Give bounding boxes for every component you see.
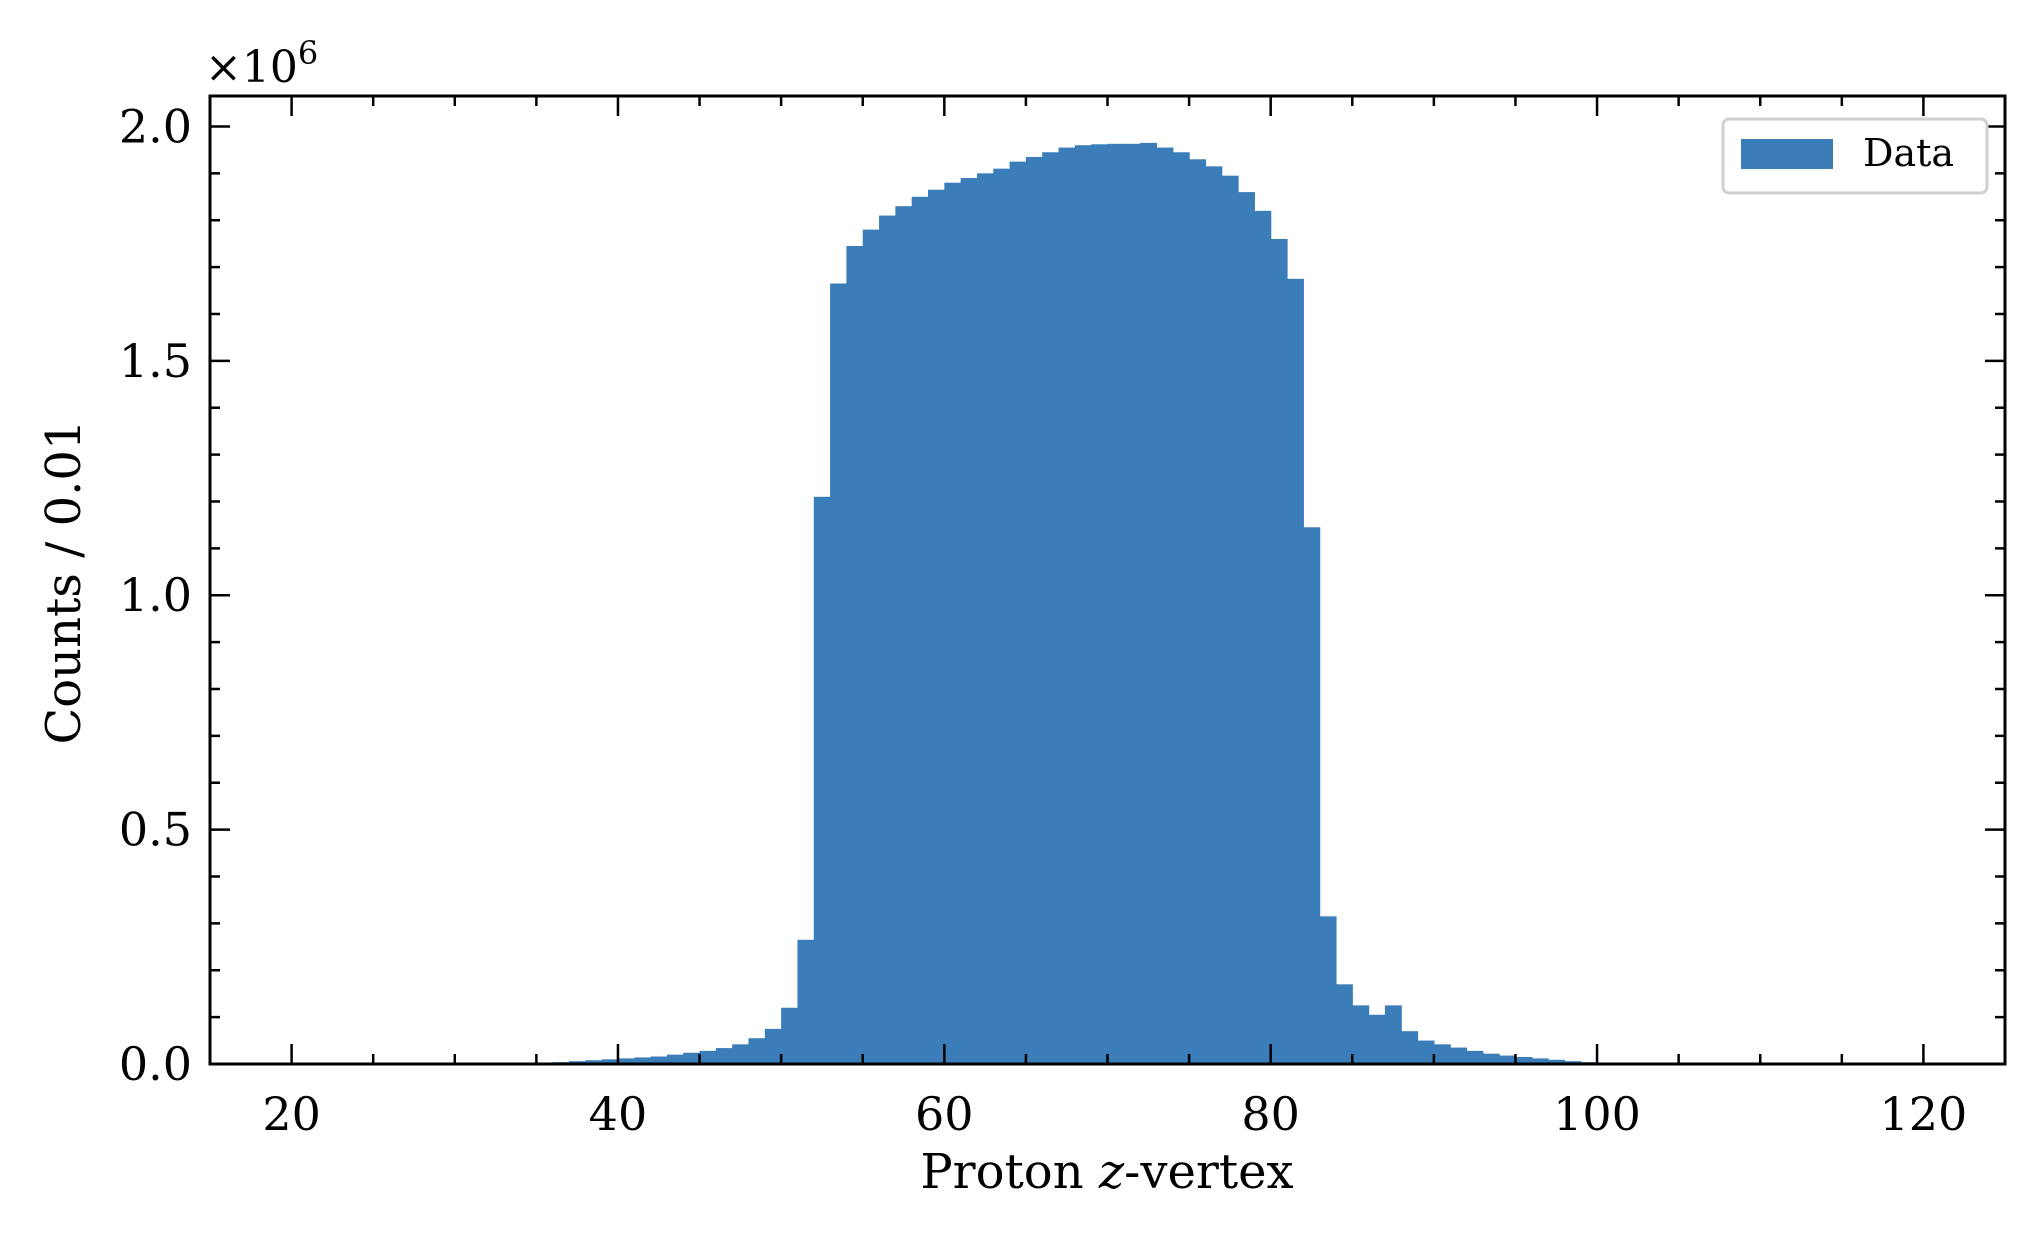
histogram-bar [1303, 527, 1321, 1064]
histogram-bar [1401, 1031, 1419, 1064]
histogram-bar [1221, 175, 1239, 1065]
y-tick-labels: 0.0 0.5 1.0 1.5 2.0 [119, 99, 192, 1091]
histogram-bar [1499, 1055, 1517, 1064]
histogram-bar [1433, 1044, 1451, 1064]
histogram-bar [1107, 143, 1125, 1065]
histogram-bar [1531, 1058, 1549, 1064]
histogram-bar [1205, 166, 1223, 1065]
histogram-bar [928, 189, 945, 1064]
y-tick-label: 1.5 [119, 334, 192, 388]
histogram-bar [650, 1056, 668, 1064]
histogram-bar [1189, 159, 1207, 1064]
histogram-bar [1482, 1053, 1500, 1064]
y-tick-label: 0.5 [119, 803, 192, 857]
histogram-bar [1156, 147, 1174, 1065]
histogram-bar [895, 206, 913, 1065]
y-axis-multiplier-exponent: 6 [298, 34, 318, 72]
histogram-bar [846, 246, 864, 1065]
histogram-bar [1548, 1059, 1566, 1064]
histogram-bar [813, 496, 831, 1064]
histogram-bar [960, 178, 978, 1064]
histogram-bar [797, 939, 815, 1064]
y-tick-label: 2.0 [119, 99, 192, 153]
histogram-bar [715, 1048, 733, 1064]
y-axis-multiplier-base: ×10 [205, 42, 298, 93]
x-axis-label: Proton z-vertex [920, 1144, 1293, 1200]
histogram-bar [601, 1059, 619, 1064]
histogram-bar [585, 1060, 603, 1064]
histogram-bar [1352, 1005, 1370, 1064]
x-tick-labels: 20 40 60 80 100 120 [262, 1087, 1967, 1141]
x-tick-label: 100 [1553, 1087, 1641, 1141]
x-tick-label: 80 [1241, 1087, 1300, 1141]
histogram-bar [1074, 145, 1092, 1064]
histogram-bar [879, 215, 896, 1065]
x-axis-label-variable: z [1098, 1144, 1125, 1200]
y-tick-label: 0.0 [119, 1037, 192, 1091]
histogram-bar [634, 1057, 652, 1064]
y-axis-multiplier: ×106 [205, 34, 318, 93]
histogram-bars [503, 142, 1647, 1065]
histogram-bar [1042, 152, 1060, 1064]
axis-ticks [208, 96, 2007, 1066]
histogram-bar [1172, 152, 1190, 1064]
y-axis-label: Counts / 0.01 [36, 420, 92, 745]
histogram-bar [1123, 143, 1141, 1065]
y-tick-label: 1.0 [119, 568, 192, 622]
histogram-bar [748, 1038, 766, 1064]
histogram-bar [1140, 142, 1158, 1064]
histogram-bar [781, 1007, 799, 1064]
histogram-bar [1238, 192, 1255, 1064]
histogram-bar [699, 1050, 717, 1064]
histogram-bar [1417, 1040, 1435, 1064]
x-axis-label-prefix: Proton [920, 1144, 1083, 1200]
legend-box [1721, 117, 1989, 195]
histogram-bar [1319, 916, 1337, 1064]
plot-frame [208, 94, 2007, 1066]
legend-swatch [1741, 139, 1833, 169]
histogram-bar [1270, 238, 1288, 1064]
histogram-bar [1254, 210, 1272, 1064]
histogram-bar [1058, 147, 1076, 1065]
histogram-bar [1450, 1047, 1468, 1064]
legend: Data [1721, 117, 1989, 195]
histogram-bar [1025, 156, 1043, 1065]
x-tick-label: 40 [589, 1087, 648, 1141]
histogram-bar [862, 229, 880, 1064]
histogram-bar [1335, 984, 1353, 1064]
x-tick-label: 120 [1880, 1087, 1968, 1141]
histogram-bar [732, 1044, 750, 1064]
histogram-bar [1368, 1014, 1386, 1064]
histogram-bar [944, 182, 962, 1064]
histogram-bar [1466, 1050, 1484, 1064]
histogram-bar [617, 1058, 635, 1064]
histogram-bar [993, 168, 1011, 1065]
histogram-bar [911, 196, 929, 1065]
x-tick-label: 60 [915, 1087, 974, 1141]
histogram-bar [666, 1054, 684, 1064]
histogram-bar [1515, 1056, 1533, 1064]
histogram-bar [1287, 278, 1304, 1065]
histogram-bar [683, 1052, 701, 1064]
histogram-bar [1384, 1005, 1402, 1064]
x-axis-label-suffix: -vertex [1124, 1144, 1293, 1200]
x-tick-label: 20 [262, 1087, 321, 1141]
histogram-bar [764, 1028, 782, 1064]
legend-label: Data [1863, 131, 1954, 175]
histogram-bar [976, 173, 994, 1064]
histogram-bar [1091, 144, 1109, 1064]
histogram-bar [1009, 161, 1027, 1064]
histogram-bar [830, 283, 848, 1064]
